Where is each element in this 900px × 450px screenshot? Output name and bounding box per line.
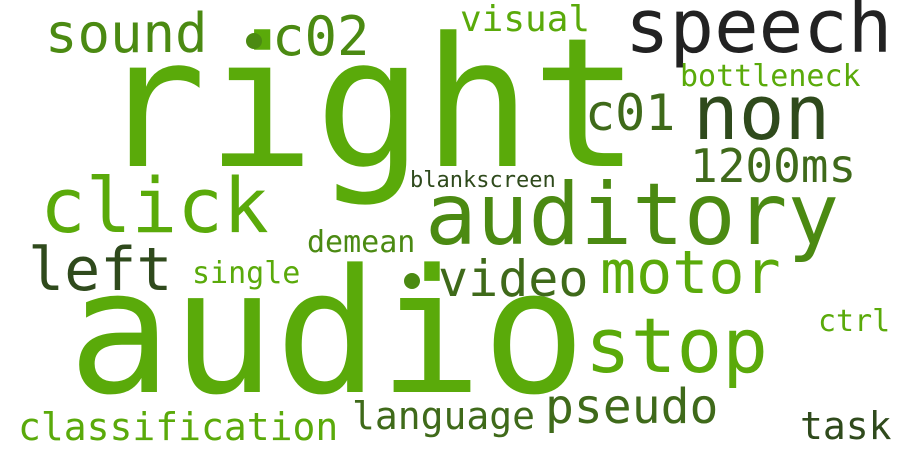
word-task: task <box>800 404 892 448</box>
word-ctrl: ctrl <box>818 304 891 339</box>
word-right: right <box>98 0 640 209</box>
word-audio: audio <box>68 232 586 433</box>
dot-mark-middle <box>404 273 420 289</box>
word-single: single <box>192 256 301 291</box>
dot-mark-top <box>246 33 262 49</box>
word-sound: sound <box>45 2 208 65</box>
word-1200ms: 1200ms <box>690 139 857 193</box>
word-left: left <box>28 235 173 305</box>
word-blankscreen: blankscreen <box>410 168 556 193</box>
word-language: language <box>352 394 536 438</box>
word-click: click <box>40 161 269 250</box>
word-non: non <box>693 68 831 157</box>
word-auditory: auditory <box>425 165 840 265</box>
word-motor: motor <box>600 238 781 308</box>
word-c01: c01 <box>585 84 676 142</box>
word-stop: stop <box>585 301 769 390</box>
word-c02: c02 <box>272 5 370 68</box>
word-video: video <box>438 250 589 308</box>
word-speech: speech <box>625 0 893 70</box>
word-pseudo: pseudo <box>545 379 719 435</box>
word-bottleneck: bottleneck <box>680 59 861 94</box>
word-demean: demean <box>307 225 416 260</box>
word-visual: visual <box>460 0 591 40</box>
word-classification: classification <box>18 405 339 449</box>
